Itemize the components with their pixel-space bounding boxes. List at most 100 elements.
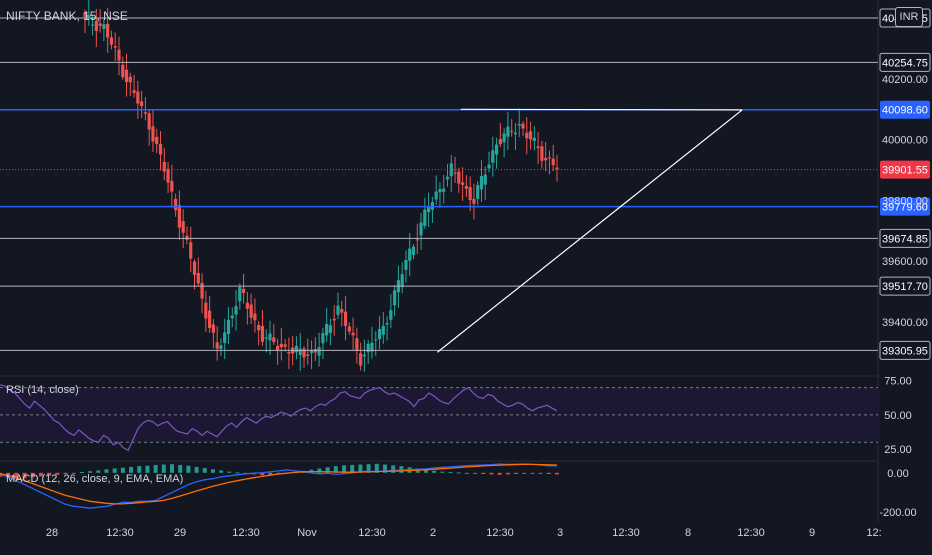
candle-body bbox=[140, 101, 144, 107]
candle-body bbox=[351, 332, 355, 336]
candle-body bbox=[389, 310, 393, 320]
candle-body bbox=[174, 198, 178, 211]
horizontal-levels: 40400.5540254.7540098.6039779.6039674.85… bbox=[0, 8, 931, 360]
candle-body bbox=[151, 126, 155, 142]
rsi-line bbox=[0, 384, 558, 452]
candle-body bbox=[502, 133, 506, 143]
macd-bar bbox=[22, 472, 27, 479]
candle-body bbox=[321, 333, 325, 344]
candle-body bbox=[408, 248, 412, 261]
time-axis-label: 12:30 bbox=[486, 527, 514, 539]
time-axis-label: 9 bbox=[809, 527, 815, 539]
candle-body bbox=[189, 242, 193, 259]
candle-body bbox=[170, 180, 174, 192]
time-axis-label: 28 bbox=[46, 527, 58, 539]
candle-body bbox=[472, 198, 476, 204]
candle-body bbox=[279, 343, 283, 348]
signal-line bbox=[0, 463, 558, 505]
candle-body bbox=[510, 130, 514, 132]
candle-body bbox=[109, 37, 114, 45]
candle-body bbox=[328, 325, 333, 333]
candle-body bbox=[525, 132, 529, 139]
macd-bar bbox=[391, 465, 396, 473]
time-axis-label: 29 bbox=[174, 527, 186, 539]
level-label: 39674.85 bbox=[882, 233, 928, 245]
candle-body bbox=[457, 171, 461, 184]
macd-bar bbox=[505, 472, 510, 475]
candle-body bbox=[253, 313, 257, 321]
level-label-box bbox=[880, 197, 930, 216]
candle-body bbox=[483, 174, 487, 185]
currency-badge[interactable]: INR bbox=[895, 7, 923, 27]
macd-bar bbox=[456, 472, 461, 474]
candle-body bbox=[155, 136, 159, 145]
candle-body bbox=[468, 187, 472, 201]
candle-body bbox=[257, 324, 261, 331]
candle-body bbox=[453, 172, 457, 174]
candle-body bbox=[211, 324, 215, 333]
candle-body bbox=[124, 69, 129, 83]
candle-body bbox=[521, 123, 525, 129]
candle-body bbox=[260, 325, 265, 342]
candle-body bbox=[393, 290, 397, 306]
macd-bar bbox=[473, 472, 478, 474]
macd-bar bbox=[30, 472, 35, 478]
candle-body bbox=[268, 333, 272, 341]
level-label-box bbox=[879, 52, 931, 72]
price-axis-label: 40200.00 bbox=[882, 74, 928, 86]
level-label: 40254.75 bbox=[882, 57, 928, 69]
candle-body bbox=[208, 310, 212, 329]
candle-body bbox=[491, 150, 495, 163]
macd-bar bbox=[129, 466, 134, 473]
candle-body bbox=[275, 345, 280, 350]
candle-body bbox=[343, 311, 348, 326]
candle-body bbox=[374, 339, 378, 341]
candle-body bbox=[317, 347, 321, 356]
candle-body bbox=[147, 113, 151, 130]
macd-bar bbox=[88, 471, 93, 473]
candle-body bbox=[494, 144, 499, 155]
candle-body bbox=[87, 15, 91, 18]
candle-body bbox=[298, 348, 302, 355]
candle-body bbox=[547, 157, 552, 159]
candle-body bbox=[234, 306, 238, 315]
macd-axis-label: -200.00 bbox=[879, 507, 916, 519]
time-axis-label: 2 bbox=[430, 527, 436, 539]
price-axis-label: 40000.00 bbox=[882, 135, 928, 147]
candle-body bbox=[302, 348, 306, 358]
trend-line-resistance bbox=[460, 108, 743, 111]
macd-bar bbox=[325, 467, 330, 473]
rsi-indicator-label[interactable]: RSI (14, close) bbox=[6, 384, 79, 396]
time-axis-label: 12:30 bbox=[612, 527, 640, 539]
macd-indicator-label[interactable]: MACD (12, 26, close, 9, EMA, EMA) bbox=[6, 473, 184, 485]
candle-body bbox=[200, 282, 204, 299]
candle-body bbox=[438, 188, 442, 193]
macd-bar bbox=[268, 472, 273, 475]
macd-bar bbox=[71, 472, 76, 474]
last-price-label: 39901.55 bbox=[882, 165, 928, 177]
candle-body bbox=[362, 354, 367, 357]
macd-bar bbox=[219, 470, 224, 473]
price-axis-label: 39800.00 bbox=[882, 195, 928, 207]
macd-bar bbox=[63, 472, 68, 474]
candle-body bbox=[370, 342, 374, 352]
macd-bar bbox=[47, 472, 52, 476]
macd-axis-label: 0.00 bbox=[887, 468, 908, 480]
candle-body bbox=[445, 176, 450, 180]
level-label-box bbox=[879, 228, 931, 248]
rsi-axis-label: 25.00 bbox=[884, 444, 912, 456]
triangle-pattern bbox=[437, 108, 743, 353]
time-axis-label: 3 bbox=[557, 527, 563, 539]
candle-body bbox=[132, 90, 136, 93]
time-axis-label: 12:30 bbox=[358, 527, 386, 539]
candle-body bbox=[264, 337, 268, 339]
candle-body bbox=[245, 302, 249, 309]
candle-body bbox=[381, 325, 385, 335]
time-axis-label: 12:30 bbox=[232, 527, 260, 539]
candle-body bbox=[434, 191, 438, 200]
candle-body bbox=[102, 24, 106, 29]
candle-body bbox=[498, 139, 502, 145]
level-label: 39305.95 bbox=[882, 345, 928, 357]
